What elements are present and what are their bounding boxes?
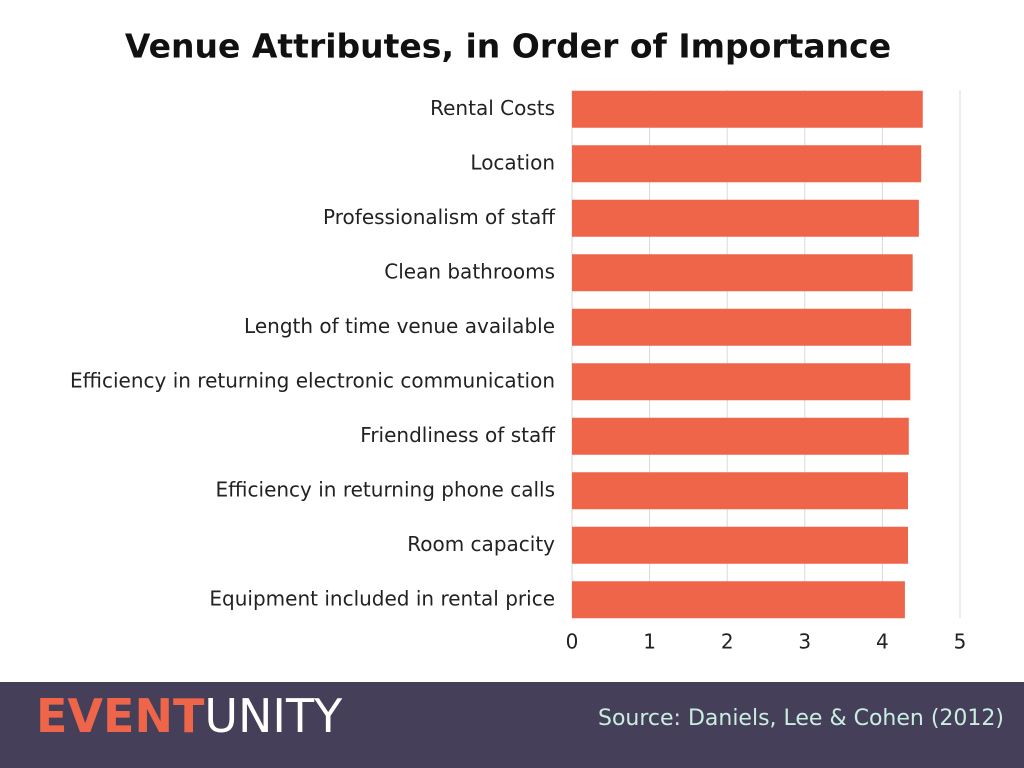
- x-tick-label: 0: [566, 630, 579, 654]
- bar: [572, 417, 909, 455]
- source: Source: Daniels, Lee & Cohen (2012): [598, 706, 1004, 731]
- y-tick-label: Location: [470, 150, 555, 174]
- logo: EVENTUNITY: [36, 689, 343, 743]
- y-tick-label: Clean bathrooms: [384, 259, 555, 283]
- bar: [572, 472, 909, 510]
- bar: [572, 526, 909, 564]
- y-tick-label: Equipment included in rental price: [209, 586, 555, 610]
- logo-part: EVENT: [36, 689, 205, 743]
- y-tick-label: Efficiency in returning electronic commu…: [70, 368, 555, 392]
- y-tick-label: Room capacity: [407, 532, 555, 556]
- bar: [572, 145, 922, 183]
- bar: [572, 254, 913, 292]
- y-tick-label: Friendliness of staff: [360, 423, 556, 447]
- y-tick-label: Efficiency in returning phone calls: [216, 477, 555, 501]
- y-tick-label: Rental Costs: [430, 96, 555, 120]
- x-tick-label: 4: [876, 630, 889, 654]
- bar: [572, 581, 905, 619]
- y-tick-label: Professionalism of staff: [323, 205, 556, 229]
- bar: [572, 363, 911, 401]
- logo-part: UNITY: [204, 689, 343, 743]
- bar: [572, 308, 912, 346]
- bar: [572, 90, 923, 128]
- x-tick-label: 5: [954, 630, 967, 654]
- chart-title: Venue Attributes, in Order of Importance: [125, 27, 891, 66]
- footer-bar: [0, 682, 1024, 768]
- x-tick-label: 1: [643, 630, 656, 654]
- x-tick-label: 2: [721, 630, 734, 654]
- x-tick-label: 3: [798, 630, 811, 654]
- y-tick-label: Length of time venue available: [244, 314, 555, 338]
- bar: [572, 199, 919, 237]
